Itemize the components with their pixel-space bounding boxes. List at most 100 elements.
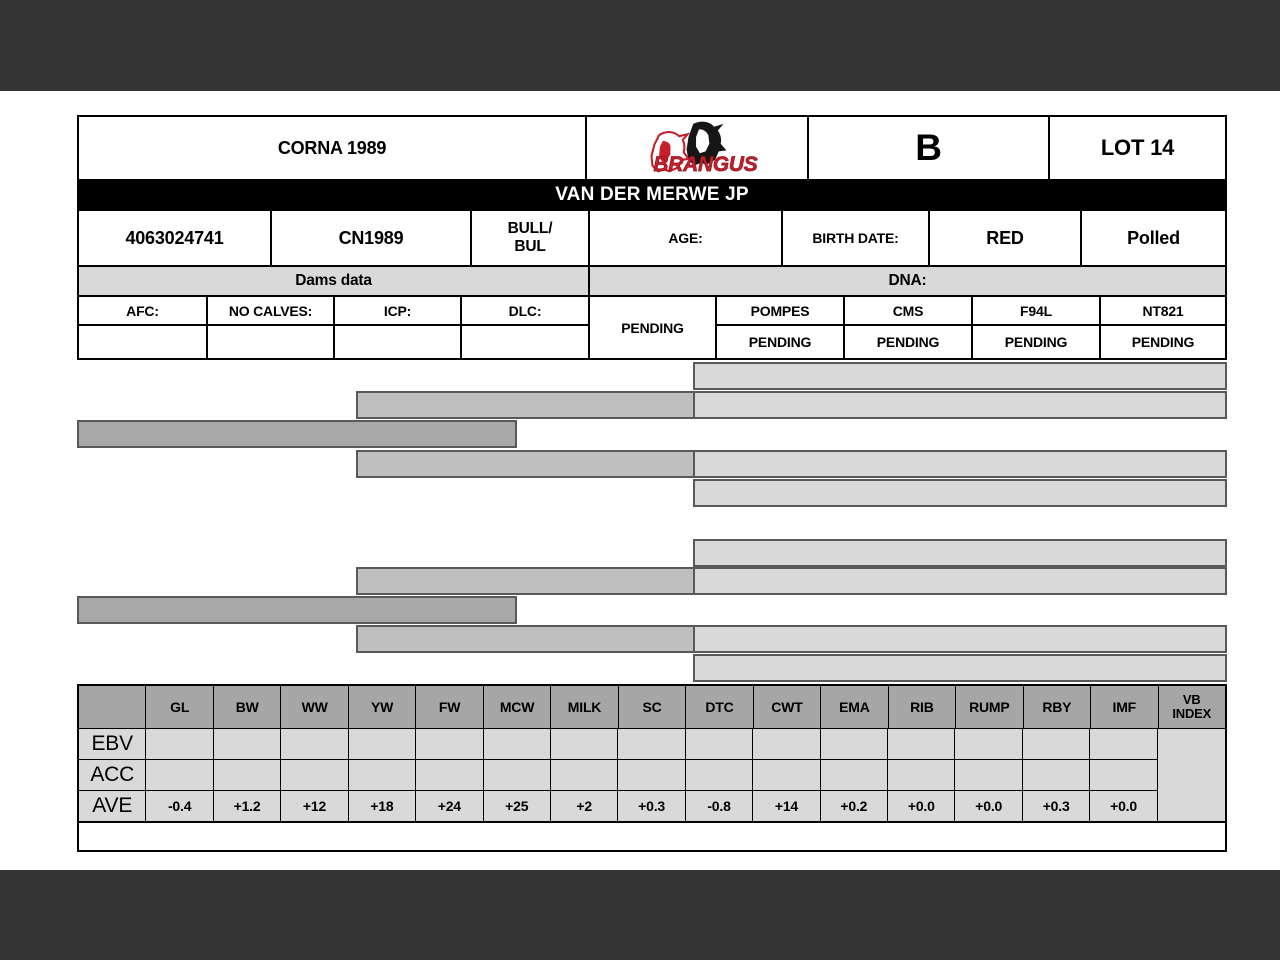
pedigree-paternal-ggparent-bar-4 xyxy=(693,479,1227,507)
ebv-rump xyxy=(954,729,1021,759)
ave-imf: +0.0 xyxy=(1089,791,1156,821)
pedigree-paternal-ggparent-bar-2 xyxy=(693,391,1227,419)
nt821-column: NT821 PENDING xyxy=(1099,297,1225,358)
breed-logo: BRANGUS xyxy=(585,117,807,179)
pedigree-chart xyxy=(77,360,1227,684)
acc-bw xyxy=(212,760,280,790)
ebv-cwt xyxy=(752,729,819,759)
animal-type-line1: BULL/ xyxy=(507,220,553,238)
acc-sc xyxy=(617,760,684,790)
acc-row: ACC xyxy=(79,759,1157,790)
acc-fw xyxy=(415,760,482,790)
owner-bar: VAN DER MERWE JP xyxy=(79,179,1225,209)
cms-column: CMS PENDING xyxy=(843,297,971,358)
animal-info-grid: CORNA 1989 BRANGUS B LOT 14 VAN DER MERW… xyxy=(77,115,1227,360)
ave-sc: +0.3 xyxy=(617,791,684,821)
ebv-bw xyxy=(212,729,280,759)
acc-row-label: ACC xyxy=(90,763,135,786)
col-rump: RUMP xyxy=(955,686,1022,728)
ave-row: AVE -0.4 +1.2 +12 +18 +24 +25 +2 +0.3 -0… xyxy=(79,790,1157,821)
ebv-ema xyxy=(819,729,887,759)
ebv-corner-cell xyxy=(79,686,145,728)
ave-cwt: +14 xyxy=(752,791,819,821)
col-imf: IMF xyxy=(1090,686,1157,728)
no-calves-column: NO CALVES: xyxy=(206,297,333,358)
registration-number: 4063024741 xyxy=(125,227,224,248)
animal-type: BULL/ BUL xyxy=(470,211,588,265)
ebv-fw xyxy=(415,729,482,759)
ave-mcw: +25 xyxy=(482,791,550,821)
herd-id: CN1989 xyxy=(270,211,470,265)
dlc-column: DLC: xyxy=(460,297,588,358)
pompes-label: POMPES xyxy=(717,297,843,326)
ave-yw: +18 xyxy=(347,791,415,821)
notes-empty-row xyxy=(77,823,1227,852)
acc-milk xyxy=(549,760,617,790)
col-dtc: DTC xyxy=(685,686,752,728)
acc-dtc xyxy=(684,760,752,790)
header-row: CORNA 1989 BRANGUS B LOT 14 xyxy=(79,117,1225,179)
ebv-rby xyxy=(1021,729,1089,759)
afc-label: AFC: xyxy=(79,297,206,326)
sex-code: B xyxy=(807,117,1048,179)
lot-number: LOT 14 xyxy=(1048,117,1225,179)
dlc-label: DLC: xyxy=(462,297,588,326)
ebv-sc xyxy=(617,729,684,759)
ebv-dtc xyxy=(684,729,752,759)
section-header-row: Dams data DNA: xyxy=(79,265,1225,295)
col-fw: FW xyxy=(415,686,482,728)
ave-rby: +0.3 xyxy=(1021,791,1089,821)
ebv-gl xyxy=(145,729,212,759)
acc-gl xyxy=(145,760,212,790)
pedigree-paternal-granddam-bar xyxy=(356,450,695,478)
acc-rib xyxy=(887,760,954,790)
dams-dna-row: AFC: NO CALVES: ICP: DLC: PENDING POMPES… xyxy=(79,295,1225,358)
dams-data-heading: Dams data xyxy=(79,267,588,295)
pedigree-maternal-ggparent-bar-4 xyxy=(693,654,1227,682)
ave-bw: +1.2 xyxy=(212,791,280,821)
acc-cwt xyxy=(752,760,819,790)
ave-dtc: -0.8 xyxy=(684,791,752,821)
col-rby: RBY xyxy=(1022,686,1090,728)
no-calves-value xyxy=(208,326,333,358)
owner-name: VAN DER MERWE JP xyxy=(555,184,749,205)
ebv-yw xyxy=(347,729,415,759)
pedigree-maternal-granddam-bar xyxy=(356,625,695,653)
cms-result: PENDING xyxy=(876,334,940,350)
f94l-column: F94L PENDING xyxy=(971,297,1099,358)
pedigree-paternal-grandsire-bar xyxy=(356,391,695,419)
coat-colour: RED xyxy=(928,211,1080,265)
age-label: AGE: xyxy=(588,211,781,265)
icp-label: ICP: xyxy=(335,297,460,326)
acc-yw xyxy=(347,760,415,790)
f94l-result: PENDING xyxy=(1004,334,1068,350)
pedigree-maternal-ggparent-bar-1 xyxy=(693,539,1227,567)
nt821-result: PENDING xyxy=(1131,334,1195,350)
birth-date-label: BIRTH DATE: xyxy=(781,211,928,265)
col-sc: SC xyxy=(617,686,685,728)
afc-value xyxy=(79,326,206,358)
acc-rump xyxy=(954,760,1021,790)
breeder-name: CORNA 1989 xyxy=(277,137,387,158)
logo-wordmark: BRANGUS xyxy=(653,153,757,176)
pedigree-dam-bar xyxy=(77,596,517,624)
ebv-table: GL BW WW YW FW MCW MILK SC DTC CWT EMA R… xyxy=(77,684,1227,823)
vb-index-line2: INDEX xyxy=(1172,706,1212,721)
dna-heading: DNA: xyxy=(588,267,1225,295)
pedigree-maternal-grandsire-bar xyxy=(356,567,695,595)
col-vb-index: VB INDEX xyxy=(1157,686,1225,728)
acc-rby xyxy=(1021,760,1089,790)
afc-column: AFC: xyxy=(79,297,206,358)
col-mcw: MCW xyxy=(482,686,550,728)
pedigree-paternal-ggparent-bar-1 xyxy=(693,362,1227,390)
pedigree-maternal-ggparent-bar-3 xyxy=(693,625,1227,653)
ebv-mcw xyxy=(482,729,550,759)
ave-fw: +24 xyxy=(415,791,482,821)
ebv-row-label: EBV xyxy=(91,732,134,755)
acc-imf xyxy=(1089,760,1156,790)
ave-row-label: AVE xyxy=(92,794,133,817)
ebv-header-row: GL BW WW YW FW MCW MILK SC DTC CWT EMA R… xyxy=(79,686,1225,728)
ave-ww: +12 xyxy=(280,791,347,821)
ave-rump: +0.0 xyxy=(954,791,1021,821)
icp-value xyxy=(335,326,460,358)
